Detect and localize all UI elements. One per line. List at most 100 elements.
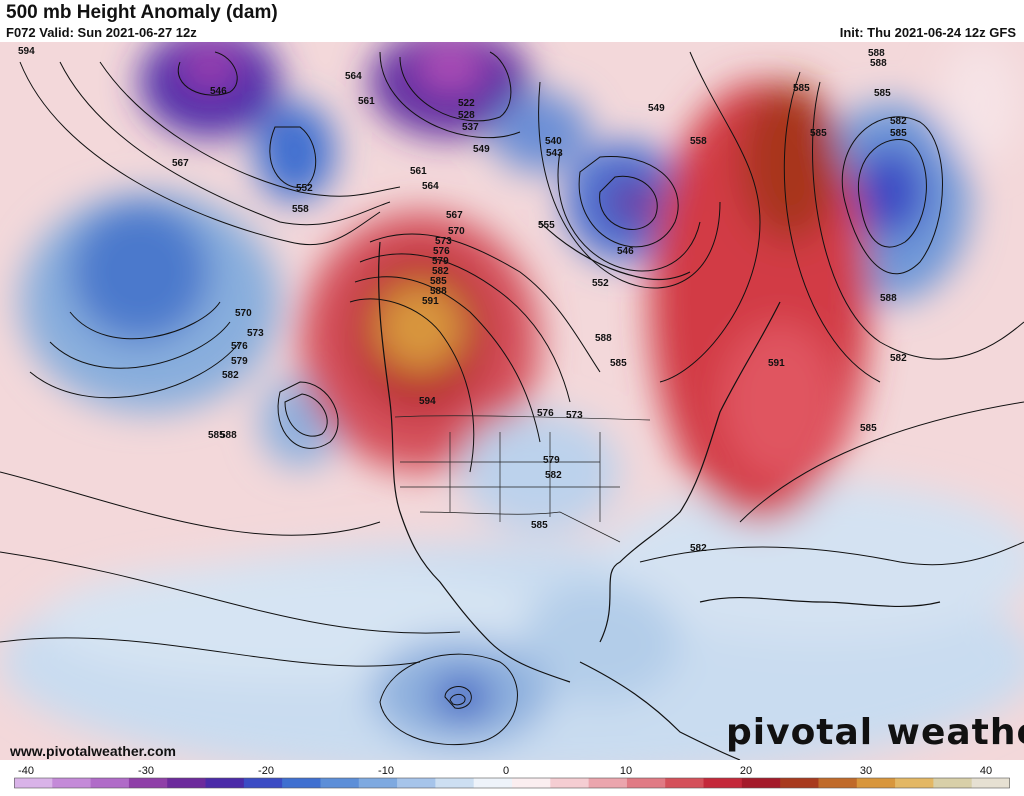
contour-label: 558 [292, 204, 309, 215]
contour-label: 540 [545, 136, 562, 147]
init-time: Init: Thu 2021-06-24 12z GFS [839, 25, 1016, 40]
colorbar-tick-label: 20 [740, 765, 752, 777]
contour-label: 588 [868, 48, 885, 59]
contour-label: 585 [793, 83, 810, 94]
political-borders [394, 415, 651, 543]
colorbar-cell [435, 778, 475, 788]
contour-label: 579 [543, 455, 560, 466]
contour-label: 573 [566, 410, 583, 421]
colorbar-cell [818, 778, 858, 788]
contour-label: 558 [690, 136, 707, 147]
contour-label: 561 [410, 166, 427, 177]
contour-label: 528 [458, 110, 475, 121]
colorbar-cell [780, 778, 819, 788]
colorbar-cell [167, 778, 207, 788]
contour-label: 594 [419, 396, 436, 407]
contour-label: 582 [222, 370, 239, 381]
colorbar-tick-label: 30 [860, 765, 872, 777]
contour-label: 582 [690, 543, 707, 554]
colorbar-cell [90, 778, 130, 788]
colorbar-cell [971, 778, 1011, 788]
colorbar-cell [205, 778, 245, 788]
colorbar-cell [895, 778, 934, 788]
colorbar-ticks: -40 -30 -20 -10 0 10 20 30 40 [18, 765, 992, 777]
contour-label: 546 [210, 86, 227, 97]
colorbar-cell [320, 778, 360, 788]
colorbar-tick-label: -20 [258, 765, 274, 777]
colorbar-cell [397, 778, 436, 788]
contour-label: 561 [358, 96, 375, 107]
contour-label: 567 [446, 210, 463, 221]
colorbar-cells [14, 777, 1011, 789]
colorbar-cell [665, 778, 705, 788]
contour-label: 588 [870, 58, 887, 69]
contour-label: 585 [430, 276, 447, 287]
colorbar-tick-label: -10 [378, 765, 394, 777]
colorbar-cell [52, 778, 92, 788]
chart-header: 500 mb Height Anomaly (dam) F072 Valid: … [0, 0, 1024, 42]
contour-label: 585 [890, 128, 907, 139]
contour-label: 582 [545, 470, 562, 481]
contour-label: 555 [538, 220, 555, 231]
contour-label: 549 [473, 144, 490, 155]
contour-label: 564 [422, 181, 439, 192]
height-anomaly-map: 594 546 564 561 567 552 558 570 573 576 579 582 588 5… [0, 42, 1024, 760]
colorbar-tick-label: 40 [980, 765, 992, 777]
contour-label: 591 [768, 358, 785, 369]
contour-label: 588 [220, 430, 237, 441]
contour-label: 549 [648, 103, 665, 114]
colorbar-cell [856, 778, 896, 788]
colorbar-cell [512, 778, 551, 788]
colorbar-tick-label: -40 [18, 765, 34, 777]
contour-label: 570 [448, 226, 465, 237]
colorbar-cell [243, 778, 283, 788]
contour-label: 591 [422, 296, 439, 307]
contour-label: 582 [890, 116, 907, 127]
contour-label: 588 [595, 333, 612, 344]
colorbar-cell [358, 778, 398, 788]
map-canvas: 5945465645615675525585705735765795825885… [0, 42, 1024, 760]
colorbar-cell [703, 778, 743, 788]
valid-time: F072 Valid: Sun 2021-06-27 12z [6, 25, 197, 40]
coastlines [378, 221, 941, 760]
contour-label: 522 [458, 98, 475, 109]
colorbar-cell [128, 778, 168, 788]
contour-label: 537 [462, 122, 479, 133]
contour-label: 567 [172, 158, 189, 169]
contour-label: 573 [435, 236, 452, 247]
colorbar-cell [588, 778, 628, 788]
contour-label: 585 [810, 128, 827, 139]
colorbar: -40 -30 -20 -10 0 10 20 30 40 [14, 762, 1011, 791]
contour-label: 576 [433, 246, 450, 257]
colorbar-cell [550, 778, 590, 788]
colorbar-cell [741, 778, 781, 788]
colorbar-tick-label: 0 [503, 765, 509, 777]
colorbar-svg: -40 -30 -20 -10 0 10 20 30 40 [14, 765, 1011, 789]
contour-label: 564 [345, 71, 362, 82]
contour-label: 585 [860, 423, 877, 434]
contour-label: 543 [546, 148, 563, 159]
contour-label: 588 [430, 286, 447, 297]
contour-label: 582 [890, 353, 907, 364]
map-title: 500 mb Height Anomaly (dam) [6, 2, 278, 23]
colorbar-tick-label: 10 [620, 765, 632, 777]
contour-label: 576 [231, 341, 248, 352]
contour-label: 585 [208, 430, 225, 441]
colorbar-cell [282, 778, 321, 788]
contour-label: 582 [432, 266, 449, 277]
colorbar-cell [626, 778, 666, 788]
colorbar-cell [14, 778, 53, 788]
colorbar-cell [933, 778, 973, 788]
contour-label: 570 [235, 308, 252, 319]
contour-label: 576 [537, 408, 554, 419]
colorbar-outline [14, 777, 1010, 789]
contour-label: 546 [617, 246, 634, 257]
height-contours [0, 51, 1024, 746]
colorbar-tick-label: -30 [138, 765, 154, 777]
contour-label: 585 [531, 520, 548, 531]
contour-label: 585 [874, 88, 891, 99]
contour-label: 588 [880, 293, 897, 304]
contour-label: 552 [592, 278, 609, 289]
contour-label: 579 [432, 256, 449, 267]
contour-label: 573 [247, 328, 264, 339]
